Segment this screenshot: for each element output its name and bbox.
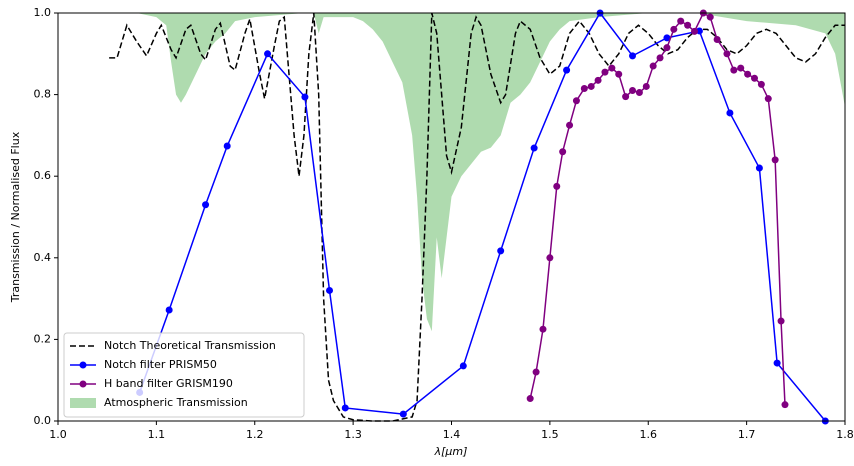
marker: [165, 306, 173, 314]
marker: [264, 50, 272, 58]
legend-label: Notch filter PRISM50: [104, 358, 217, 371]
marker: [559, 148, 567, 156]
line: [109, 12, 845, 422]
marker: [594, 76, 602, 84]
marker: [684, 21, 692, 29]
marker: [781, 401, 789, 409]
marker: [566, 121, 574, 129]
marker: [615, 70, 623, 78]
marker: [730, 66, 738, 74]
legend-marker: [79, 361, 87, 369]
x-tick-label: 1.6: [640, 428, 658, 441]
y-tick-label: 0.4: [34, 251, 52, 264]
marker: [530, 144, 538, 152]
legend-box: [63, 332, 305, 418]
marker: [649, 62, 657, 70]
x-tick-label: 1.0: [49, 428, 67, 441]
x-tick-label: 1.7: [738, 428, 756, 441]
legend-label: Atmospheric Transmission: [104, 396, 248, 409]
y-tick-label: 0.8: [34, 88, 52, 101]
marker: [202, 201, 210, 209]
marker: [580, 84, 588, 92]
marker: [713, 36, 721, 44]
marker: [677, 17, 685, 25]
legend-swatch: [70, 398, 96, 408]
x-tick-label: 1.8: [836, 428, 854, 441]
marker: [706, 13, 714, 21]
marker: [326, 286, 334, 294]
marker: [629, 87, 637, 95]
marker: [526, 395, 534, 403]
marker: [223, 142, 231, 150]
y-tick-label: 0.2: [34, 332, 52, 345]
marker: [546, 254, 554, 262]
y-tick-label: 0.0: [34, 414, 52, 427]
marker: [608, 64, 616, 72]
marker: [553, 182, 561, 190]
x-tick-label: 1.3: [344, 428, 362, 441]
area: [136, 13, 845, 332]
marker: [690, 27, 698, 35]
marker: [773, 359, 781, 367]
marker: [539, 325, 547, 333]
marker: [635, 89, 643, 97]
y-tick-label: 0.6: [34, 169, 52, 182]
marker: [670, 25, 678, 33]
marker: [301, 93, 309, 101]
x-tick-label: 1.2: [246, 428, 264, 441]
x-tick-label: 1.5: [541, 428, 559, 441]
marker: [771, 156, 779, 164]
marker: [663, 44, 671, 52]
marker: [764, 95, 772, 103]
marker: [532, 368, 540, 376]
marker: [663, 34, 671, 42]
marker: [399, 410, 407, 418]
marker: [777, 317, 785, 325]
marker: [341, 404, 349, 412]
marker: [656, 54, 664, 62]
marker: [622, 93, 630, 101]
legend-marker: [79, 380, 87, 388]
marker: [497, 247, 505, 255]
marker: [563, 66, 571, 74]
marker: [755, 164, 763, 172]
marker: [750, 74, 758, 82]
marker: [459, 362, 467, 370]
marker: [723, 50, 731, 58]
marker: [587, 82, 595, 90]
marker: [744, 70, 752, 78]
legend-label: H band filter GRISM190: [104, 377, 233, 390]
x-tick-label: 1.1: [148, 428, 166, 441]
marker: [642, 82, 650, 90]
y-tick-label: 1.0: [34, 6, 52, 19]
y-axis-label: Transmission / Normalised Flux: [9, 131, 22, 303]
marker: [629, 52, 637, 60]
marker: [572, 97, 580, 105]
marker: [737, 64, 745, 72]
marker: [601, 68, 609, 76]
x-tick-label: 1.4: [443, 428, 461, 441]
marker: [757, 80, 765, 88]
x-axis-label: λ[μm]: [434, 445, 468, 458]
legend-label: Notch Theoretical Transmission: [104, 339, 276, 352]
marker: [726, 109, 734, 117]
